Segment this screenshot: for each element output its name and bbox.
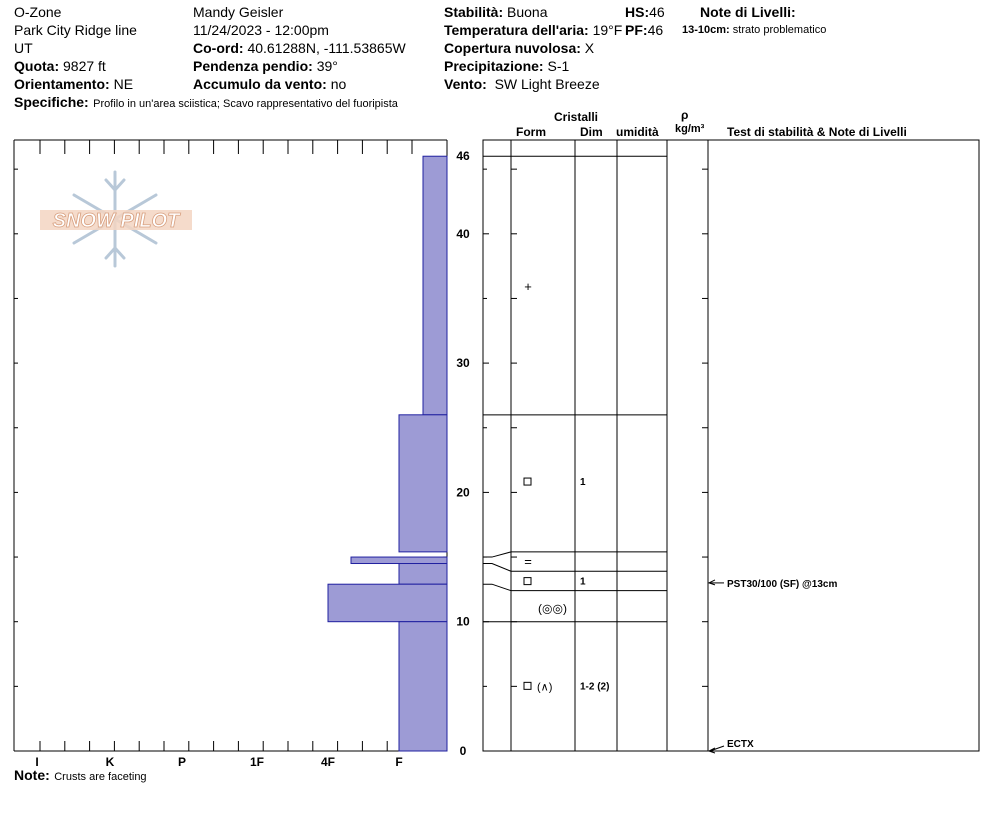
grain-form-icon: = bbox=[524, 554, 532, 569]
state: UT bbox=[14, 40, 33, 56]
hardness-label: I bbox=[35, 755, 38, 769]
tests-header: Test di stabilità & Note di Livelli bbox=[727, 125, 907, 139]
cloud-cover-label: Copertura nuvolosa: bbox=[444, 40, 581, 56]
wind-loading: Accumulo da vento: no bbox=[193, 77, 346, 91]
stability-test: ECTX bbox=[727, 739, 754, 750]
layer-boundary-link bbox=[483, 551, 512, 558]
test-arrowhead-icon bbox=[707, 747, 716, 754]
air-temp-value: 19°F bbox=[592, 22, 623, 38]
wind-loading-label: Accumulo da vento: bbox=[193, 76, 327, 92]
coords-value: 40.61288N, -111.53865W bbox=[247, 40, 406, 56]
hardness-bar bbox=[327, 583, 448, 623]
stability-label: Stabilità: bbox=[444, 4, 504, 20]
slope-value: 39° bbox=[316, 58, 338, 74]
hs: HS:46 bbox=[625, 5, 665, 19]
precipitation-value: S-1 bbox=[547, 58, 570, 74]
cloud-cover: Copertura nuvolosa: X bbox=[444, 41, 594, 55]
height-label: 30 bbox=[456, 356, 470, 370]
height-label: 20 bbox=[456, 485, 470, 499]
hardness-bar bbox=[350, 556, 448, 565]
stability: Stabilità: Buona bbox=[444, 5, 548, 19]
grain-form-faceted-icon bbox=[523, 477, 532, 486]
coords: Co-ord: 40.61288N, -111.53865W bbox=[193, 41, 406, 55]
wind-value: SW Light Breeze bbox=[494, 76, 600, 92]
height-label: 10 bbox=[456, 615, 470, 629]
layer-notes-title: Note di Livelli: bbox=[700, 4, 796, 20]
elevation-value: 9827 ft bbox=[63, 58, 106, 74]
grain-form-secondary: (∧) bbox=[537, 681, 552, 693]
hardness-bar bbox=[422, 155, 448, 416]
hardness-label: F bbox=[395, 755, 402, 769]
pf-label: PF: bbox=[625, 22, 648, 38]
profile-table-frame bbox=[482, 139, 980, 752]
hardness-bar bbox=[398, 621, 448, 752]
air-temp-label: Temperatura dell'aria: bbox=[444, 22, 589, 38]
hardness-label: 4F bbox=[321, 755, 335, 769]
elevation-label: Quota: bbox=[14, 58, 60, 74]
aspect-value: NE bbox=[113, 76, 134, 92]
density-unit-header: kg/m³ bbox=[675, 123, 705, 135]
location: O-Zone bbox=[14, 4, 62, 20]
hardness-label: 1F bbox=[250, 755, 264, 769]
hs-value: 46 bbox=[649, 4, 665, 20]
grain-size: 1-2 (2) bbox=[580, 681, 609, 692]
route: Park City Ridge line bbox=[14, 22, 137, 38]
height-label: 0 bbox=[460, 744, 467, 758]
specifics-value: Profilo in un'area sciistica; Scavo rapp… bbox=[93, 98, 398, 110]
specifics: Specifiche: Profilo in un'area sciistica… bbox=[14, 95, 398, 111]
coords-label: Co-ord: bbox=[193, 40, 244, 56]
note-value: Crusts are faceting bbox=[54, 771, 147, 783]
grain-form-faceted-icon bbox=[523, 681, 532, 690]
height-label: 46 bbox=[456, 149, 470, 163]
hs-label: HS: bbox=[625, 4, 650, 20]
hardness-bar bbox=[398, 563, 448, 585]
moisture-header: umidità bbox=[616, 125, 659, 139]
cloud-cover-value: X bbox=[584, 40, 595, 56]
layer-note: 13-10cm: strato problematico bbox=[682, 25, 826, 36]
datetime: 11/24/2023 - 12:00pm bbox=[193, 22, 329, 38]
hardness-label: K bbox=[106, 755, 115, 769]
pf-value: 46 bbox=[647, 22, 664, 38]
grain-size: 1 bbox=[580, 577, 586, 588]
rho-header: ρ bbox=[681, 108, 689, 122]
stability-test: PST30/100 (SF) @13cm bbox=[727, 579, 837, 590]
test-arrow-icon bbox=[709, 745, 725, 752]
snowpilot-logo: SNOW PILOT bbox=[40, 170, 192, 268]
pf: PF:46 bbox=[625, 23, 663, 37]
hardness-label: P bbox=[178, 755, 186, 769]
grain-form-faceted-icon bbox=[523, 577, 532, 586]
test-arrowhead-icon bbox=[707, 579, 716, 586]
air-temp: Temperatura dell'aria: 19°F bbox=[444, 23, 622, 37]
specifics-label: Specifiche: bbox=[14, 94, 89, 110]
logo-text: SNOW PILOT bbox=[53, 210, 181, 232]
elevation: Quota: 9827 ft bbox=[14, 59, 106, 73]
slope: Pendenza pendio: 39° bbox=[193, 59, 338, 73]
grain-size: 1 bbox=[580, 477, 586, 488]
aspect-label: Orientamento: bbox=[14, 76, 110, 92]
precipitation: Precipitazione: S-1 bbox=[444, 59, 569, 73]
stability-value: Buona bbox=[507, 4, 548, 20]
grain-form-icon: + bbox=[524, 279, 532, 294]
layer-note-range: 13-10cm: bbox=[682, 24, 730, 36]
note-label: Note: bbox=[14, 767, 50, 783]
precipitation-label: Precipitazione: bbox=[444, 58, 544, 74]
hardness-bar bbox=[398, 414, 448, 553]
grain-form-melt-clusters-icon: (◎◎) bbox=[538, 601, 567, 615]
footer-note: Note: Crusts are faceting bbox=[14, 768, 147, 784]
slope-label: Pendenza pendio: bbox=[193, 58, 313, 74]
aspect: Orientamento: NE bbox=[14, 77, 133, 91]
observer: Mandy Geisler bbox=[193, 4, 284, 20]
form-header: Form bbox=[516, 125, 546, 139]
wind-label: Vento: bbox=[444, 76, 487, 92]
size-header: Dim bbox=[580, 125, 603, 139]
crystals-header: Cristalli bbox=[554, 110, 599, 124]
layer-note-text: strato problematico bbox=[732, 24, 827, 36]
height-label: 40 bbox=[456, 227, 470, 241]
wind: Vento: SW Light Breeze bbox=[444, 77, 600, 91]
layer-boundary-link bbox=[483, 583, 512, 592]
layer-boundary-link bbox=[483, 563, 512, 572]
wind-loading-value: no bbox=[330, 76, 347, 92]
